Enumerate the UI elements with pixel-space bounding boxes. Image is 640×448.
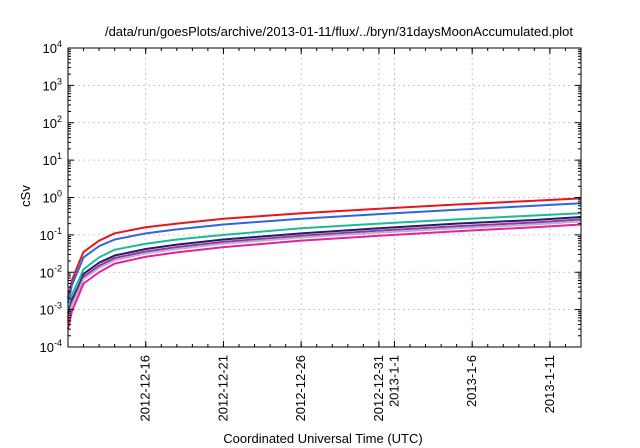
y-tick-label: 10-1 bbox=[40, 226, 62, 243]
x-tick-label: 2013-1-1 bbox=[386, 355, 401, 407]
x-tick-label: 2013-1-11 bbox=[542, 355, 557, 413]
series-line-1 bbox=[67, 197, 582, 299]
series-line-2 bbox=[67, 202, 582, 304]
y-tick-label: 103 bbox=[43, 76, 62, 93]
x-tick-label: 2012-12-31 bbox=[371, 355, 386, 422]
x-axis-ticks: 2012-12-16 2012-12-21 2012-12-26 2012-12-31… bbox=[83, 48, 566, 422]
y-tick-label: 10-3 bbox=[40, 301, 62, 318]
series-lines bbox=[67, 197, 582, 330]
y-tick-label: 102 bbox=[43, 114, 62, 131]
y-axis-ticks: 10-4 10-3 10-2 10-1 100 101 102 103 104 bbox=[40, 39, 581, 355]
series-line-6 bbox=[67, 220, 582, 323]
y-tick-label: 104 bbox=[43, 39, 62, 56]
y-tick-label: 100 bbox=[43, 189, 62, 206]
series-line-3 bbox=[67, 212, 582, 314]
series-line-4 bbox=[67, 216, 582, 319]
chart-title: /data/run/goesPlots/archive/2013-01-11/f… bbox=[105, 24, 573, 39]
x-axis-label: Coordinated Universal Time (UTC) bbox=[223, 431, 422, 446]
y-axis-label: cSv bbox=[18, 185, 33, 207]
x-tick-label: 2012-12-16 bbox=[138, 355, 153, 422]
y-tick-label: 101 bbox=[43, 151, 62, 168]
x-tick-label: 2012-12-26 bbox=[293, 355, 308, 422]
x-tick-label: 2013-1-6 bbox=[464, 355, 479, 407]
x-tick-label: 2012-12-21 bbox=[215, 355, 230, 422]
grid bbox=[68, 48, 581, 347]
series-line-7 bbox=[67, 223, 582, 330]
y-tick-label: 10-2 bbox=[40, 263, 62, 280]
y-tick-label: 10-4 bbox=[40, 338, 62, 355]
